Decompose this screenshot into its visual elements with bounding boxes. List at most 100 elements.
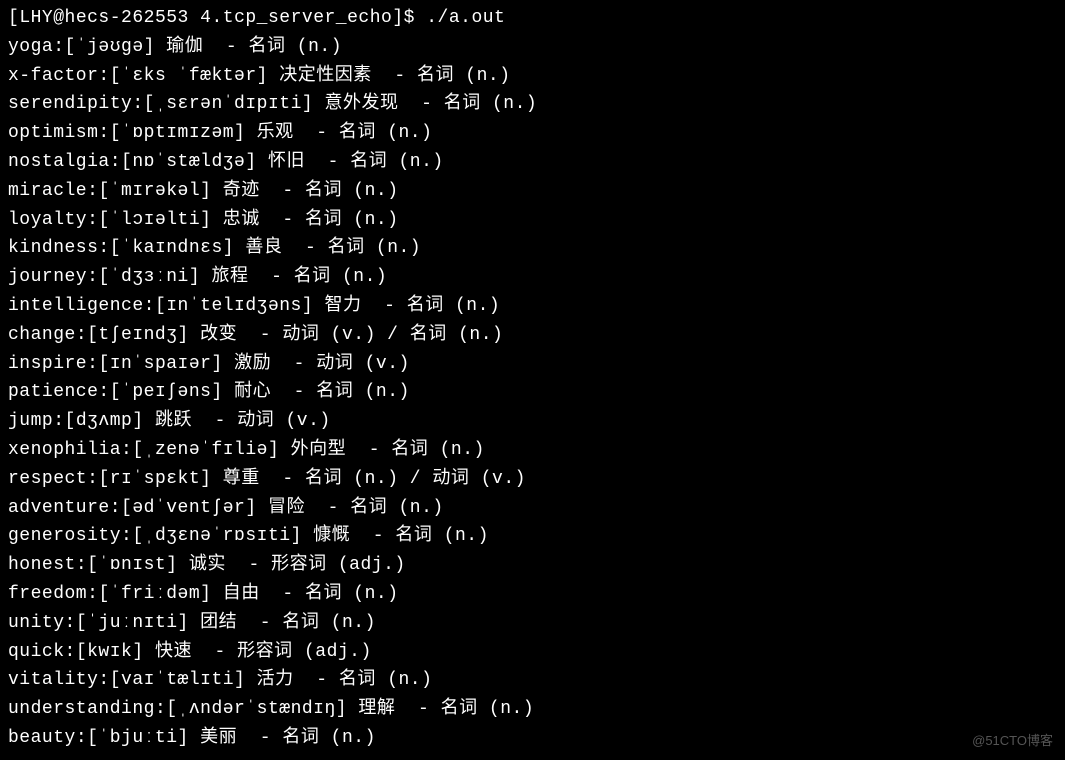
entry-chinese: 活力	[257, 670, 294, 690]
entry-phonetic: [rɪˈspɛkt]	[98, 469, 211, 489]
entry-phonetic: [ˈɒnɪst]	[87, 555, 177, 575]
entry-chinese: 怀旧	[268, 152, 305, 172]
dictionary-entry: nostalgia:[nɒˈstældʒə] 怀旧 - 名词 (n.)	[8, 148, 1057, 177]
dictionary-entry: yoga:[ˈjəʊɡə] 瑜伽 - 名词 (n.)	[8, 33, 1057, 62]
entry-pos: 名词 (n.)	[294, 267, 388, 287]
entry-chinese: 跳跃	[155, 411, 192, 431]
entry-chinese: 尊重	[223, 469, 260, 489]
entry-pos: 名词 (n.)	[305, 181, 399, 201]
dictionary-entry: jump:[dʒʌmp] 跳跃 - 动词 (v.)	[8, 407, 1057, 436]
entry-word: generosity	[8, 526, 121, 546]
dictionary-entry: adventure:[ədˈventʃər] 冒险 - 名词 (n.)	[8, 494, 1057, 523]
entry-chinese: 瑜伽	[166, 37, 203, 57]
entry-pos: 名词 (n.) / 动词 (v.)	[305, 469, 526, 489]
entry-word: serendipity	[8, 94, 132, 114]
dictionary-entry: generosity:[ˌdʒɛnəˈrɒsɪti] 慷慨 - 名词 (n.)	[8, 522, 1057, 551]
entry-chinese: 决定性因素	[279, 66, 372, 86]
dictionary-entry: understanding:[ˌʌndərˈstændɪŋ] 理解 - 名词 (…	[8, 695, 1057, 724]
entry-chinese: 意外发现	[324, 94, 398, 114]
entry-pos: 名词 (n.)	[395, 526, 489, 546]
entry-chinese: 自由	[223, 584, 260, 604]
entry-word: patience	[8, 382, 98, 402]
prompt-user: LHY	[19, 8, 53, 28]
entry-word: unity	[8, 613, 65, 633]
entry-phonetic: [ˈpeɪʃəns]	[110, 382, 223, 402]
entry-phonetic: [ˈɒptɪmɪzəm]	[110, 123, 246, 143]
entry-chinese: 团结	[200, 613, 237, 633]
entry-pos: 名词 (n.)	[441, 699, 535, 719]
entry-pos: 名词 (n.)	[248, 37, 342, 57]
entry-phonetic: [nɒˈstældʒə]	[121, 152, 257, 172]
entry-word: vitality	[8, 670, 98, 690]
watermark: @51CTO博客	[972, 731, 1053, 752]
entry-word: understanding	[8, 699, 155, 719]
entry-phonetic: [ˌsɛrənˈdɪpɪti]	[144, 94, 314, 114]
entry-word: honest	[8, 555, 76, 575]
entry-pos: 名词 (n.)	[339, 670, 433, 690]
entry-phonetic: [ˈjəʊɡə]	[65, 37, 155, 57]
entry-pos: 名词 (n.)	[282, 728, 376, 748]
prompt-command[interactable]: ./a.out	[426, 8, 505, 28]
prompt-bracket-open: [	[8, 8, 19, 28]
dictionary-entry: vitality:[vaɪˈtælɪti] 活力 - 名词 (n.)	[8, 666, 1057, 695]
entry-phonetic: [ˌʌndərˈstændɪŋ]	[166, 699, 347, 719]
entry-phonetic: [ədˈventʃər]	[121, 498, 257, 518]
dictionary-entry: inspire:[ɪnˈspaɪər] 激励 - 动词 (v.)	[8, 350, 1057, 379]
entry-phonetic: [ˈbjuːti]	[87, 728, 189, 748]
dictionary-entry: miracle:[ˈmɪrəkəl] 奇迹 - 名词 (n.)	[8, 177, 1057, 206]
entry-phonetic: [ɪnˈspaɪər]	[98, 354, 222, 374]
dictionary-entry: respect:[rɪˈspɛkt] 尊重 - 名词 (n.) / 动词 (v.…	[8, 465, 1057, 494]
entry-word: x-factor	[8, 66, 98, 86]
entry-word: inspire	[8, 354, 87, 374]
entry-chinese: 耐心	[234, 382, 271, 402]
entry-word: miracle	[8, 181, 87, 201]
dictionary-entry: x-factor:[ˈɛks ˈfæktər] 决定性因素 - 名词 (n.)	[8, 62, 1057, 91]
output-lines: yoga:[ˈjəʊɡə] 瑜伽 - 名词 (n.)x-factor:[ˈɛks…	[8, 33, 1057, 753]
dictionary-entry: optimism:[ˈɒptɪmɪzəm] 乐观 - 名词 (n.)	[8, 119, 1057, 148]
entry-chinese: 善良	[245, 238, 282, 258]
entry-word: beauty	[8, 728, 76, 748]
entry-word: jump	[8, 411, 53, 431]
prompt-bracket-close: ]	[392, 8, 403, 28]
entry-phonetic: [ɪnˈtelɪdʒəns]	[155, 296, 313, 316]
prompt-at: @	[53, 8, 64, 28]
dictionary-entry: quick:[kwɪk] 快速 - 形容词 (adj.)	[8, 638, 1057, 667]
entry-phonetic: [vaɪˈtælɪti]	[110, 670, 246, 690]
dictionary-entry: intelligence:[ɪnˈtelɪdʒəns] 智力 - 名词 (n.)	[8, 292, 1057, 321]
prompt-dir: 4.tcp_server_echo	[200, 8, 392, 28]
entry-pos: 名词 (n.)	[305, 210, 399, 230]
dictionary-entry: change:[tʃeɪndʒ] 改变 - 动词 (v.) / 名词 (n.)	[8, 321, 1057, 350]
entry-word: loyalty	[8, 210, 87, 230]
entry-pos: 形容词 (adj.)	[271, 555, 406, 575]
dictionary-entry: unity:[ˈjuːnɪti] 团结 - 名词 (n.)	[8, 609, 1057, 638]
entry-word: yoga	[8, 37, 53, 57]
entry-phonetic: [ˌzenəˈfɪliə]	[132, 440, 279, 460]
entry-pos: 名词 (n.)	[391, 440, 485, 460]
entry-phonetic: [ˈlɔɪəlti]	[98, 210, 211, 230]
entry-pos: 名词 (n.)	[350, 498, 444, 518]
entry-word: nostalgia	[8, 152, 110, 172]
entry-chinese: 理解	[358, 699, 395, 719]
entry-chinese: 诚实	[189, 555, 226, 575]
entry-phonetic: [ˌdʒɛnəˈrɒsɪti]	[132, 526, 302, 546]
dictionary-entry: journey:[ˈdʒɜːni] 旅程 - 名词 (n.)	[8, 263, 1057, 292]
entry-chinese: 乐观	[257, 123, 294, 143]
entry-pos: 名词 (n.)	[339, 123, 433, 143]
prompt-symbol: $	[404, 8, 415, 28]
entry-word: xenophilia	[8, 440, 121, 460]
entry-chinese: 外向型	[291, 440, 347, 460]
entry-word: optimism	[8, 123, 98, 143]
dictionary-entry: honest:[ˈɒnɪst] 诚实 - 形容词 (adj.)	[8, 551, 1057, 580]
prompt-host: hecs-262553	[65, 8, 189, 28]
entry-chinese: 美丽	[200, 728, 237, 748]
entry-word: change	[8, 325, 76, 345]
dictionary-entry: xenophilia:[ˌzenəˈfɪliə] 外向型 - 名词 (n.)	[8, 436, 1057, 465]
entry-chinese: 冒险	[268, 498, 305, 518]
entry-phonetic: [dʒʌmp]	[65, 411, 144, 431]
entry-pos: 形容词 (adj.)	[237, 642, 372, 662]
entry-pos: 动词 (v.)	[316, 354, 410, 374]
entry-phonetic: [tʃeɪndʒ]	[87, 325, 189, 345]
entry-phonetic: [kwɪk]	[76, 642, 144, 662]
entry-word: intelligence	[8, 296, 144, 316]
entry-phonetic: [ˈkaɪndnɛs]	[110, 238, 234, 258]
